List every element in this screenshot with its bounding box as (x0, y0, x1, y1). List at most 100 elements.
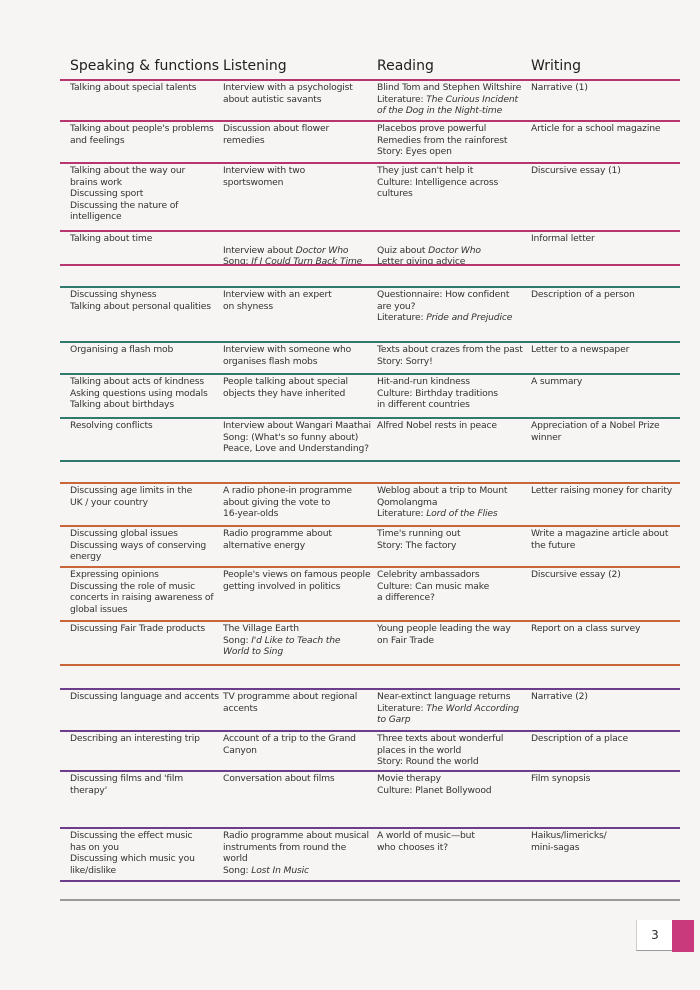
cell-line: Discussion about flower (223, 123, 329, 135)
text: Literature: (377, 312, 427, 324)
text: Culture: Birthday traditions (377, 387, 498, 399)
cell-line: Culture: Intelligence across (377, 177, 498, 189)
cell-line: Discursive essay (1) (531, 165, 621, 177)
cell-line: Interview with a psychologist (223, 82, 353, 94)
cell-line: Story: The factory (377, 540, 460, 552)
text: Literature: (377, 508, 427, 520)
text: Asking questions using modals (70, 387, 208, 399)
cell-line: on shyness (223, 301, 332, 313)
cell-line: world (223, 853, 369, 865)
cell-line: Peace, Love and Understanding? (223, 443, 371, 455)
cell-line: Three texts about wonderful (377, 733, 503, 745)
cell-line: Texts about crazes from the past (377, 344, 523, 356)
cell-line: Write a magazine article about (531, 528, 668, 540)
table-row: Talking about the way our brains work Disc… (60, 162, 680, 230)
text: Canyon (223, 744, 257, 756)
text: who chooses it? (377, 841, 448, 853)
row-divider (60, 341, 680, 343)
italic-title: Lost In Music (251, 864, 309, 876)
cell-line (377, 233, 481, 245)
cell-line: Description of a person (531, 289, 635, 301)
text: global issues (70, 603, 128, 615)
cell-speaking: Expressing opinions Discussing the role o… (70, 569, 214, 616)
cell-line: Talking about time (70, 233, 152, 245)
cell-line (223, 233, 362, 245)
text: Discussing Fair Trade products (70, 623, 206, 634)
text: Resolving conflicts (70, 420, 153, 431)
text: Literature: (377, 702, 427, 714)
text: Talking about birthdays (70, 399, 174, 411)
row-divider (60, 286, 680, 288)
cell-reading: A world of music—but who chooses it? (377, 830, 475, 853)
text: Song: (223, 256, 252, 268)
text: Letter to a newspaper (531, 344, 630, 355)
cell-line: Alfred Nobel rests in peace (377, 420, 497, 432)
row-divider (60, 79, 680, 81)
text: Letter giving advice (377, 256, 466, 268)
cell-writing: Informal letter (531, 233, 595, 245)
cell-speaking: Discussing age limits in the UK / your co… (70, 485, 192, 508)
text: Three texts about wonderful (377, 733, 504, 744)
text: about giving the vote to (223, 496, 331, 508)
cell-listening: People talking about special objects they… (223, 376, 348, 399)
text: concerts in raising awareness of (70, 592, 214, 604)
cell-line: concerts in raising awareness of (70, 592, 214, 604)
cell-line: and feelings (70, 135, 214, 147)
table-row: Discussing films and 'film therapy' Conver… (60, 770, 680, 827)
cell-reading: Weblog about a trip to Mount Qomolangma Li… (377, 485, 508, 520)
cell-line: of the Dog in the Night-time (377, 105, 521, 117)
text: People's views on famous people (223, 569, 371, 580)
cell-line: World to Sing (223, 646, 340, 658)
cell-listening: Radio programme about musical instruments… (223, 830, 369, 876)
row-divider (60, 688, 680, 690)
cell-listening: Interview about Wangari Maathai Song: (Wh… (223, 420, 371, 455)
row-divider (60, 730, 680, 732)
text: A radio phone-in programme (223, 485, 352, 496)
cell-line: Discursive essay (2) (531, 569, 621, 581)
cell-listening: Interview with a psychologist about autis… (223, 82, 353, 105)
cell-line: Expressing opinions (70, 569, 213, 581)
text: and feelings (70, 134, 125, 146)
row-divider (60, 417, 680, 419)
cell-line: global issues (70, 604, 213, 616)
text: Discursive essay (2) (531, 569, 621, 580)
cell-line: Talking about the way our (70, 165, 185, 177)
text: Appreciation of a Nobel Prize (531, 420, 660, 431)
cell-line: Interview about Wangari Maathai (223, 420, 371, 432)
cell-line: Time's running out (377, 528, 461, 540)
text: a difference? (377, 592, 435, 604)
row-divider (60, 162, 680, 164)
text: Literature: (377, 93, 427, 105)
text: Letter raising money for charity (531, 485, 673, 496)
cell-line: about giving the vote to (223, 497, 352, 509)
cell-line: The Village Earth (223, 623, 340, 635)
cell-line: Literature: The Curious Incident (377, 94, 521, 106)
cell-line: the future (531, 540, 668, 552)
row-divider (60, 770, 680, 772)
text: Story: Eyes open (377, 146, 452, 158)
cell-line: brains work (70, 177, 185, 189)
header-listening: Listening (223, 58, 287, 74)
header-writing: Writing (531, 58, 581, 74)
text: Discussing the role of music (70, 580, 196, 592)
text: Story: Sorry! (377, 355, 433, 367)
cell-reading: Placebos prove powerful Remedies from the… (377, 123, 507, 158)
text: Narrative (2) (531, 691, 588, 702)
cell-line: Talking about birthdays (70, 399, 208, 411)
text: Story: Round the world (377, 756, 479, 768)
text: Interview with someone who (223, 344, 352, 355)
text: A world of music—but (377, 830, 475, 841)
cell-reading: Young people leading the way on Fair Trad… (377, 623, 511, 646)
text: Peace, Love and Understanding? (223, 443, 369, 455)
cell-speaking: Discussing films and 'film therapy' (70, 773, 183, 796)
text: Radio programme about musical (223, 830, 369, 841)
cell-line: Discussing language and accents (70, 691, 219, 703)
cell-line: Placebos prove powerful (377, 123, 507, 135)
text: TV programme about regional (223, 691, 358, 702)
text: Weblog about a trip to Mount (377, 485, 508, 496)
cell-writing: Haikus/limericks/mini-sagas (531, 830, 607, 853)
italic-title: World to Sing (223, 646, 284, 658)
cell-writing: Report on a class survey (531, 623, 640, 635)
text: Conversation about films (223, 773, 335, 784)
text: are you? (377, 300, 416, 312)
